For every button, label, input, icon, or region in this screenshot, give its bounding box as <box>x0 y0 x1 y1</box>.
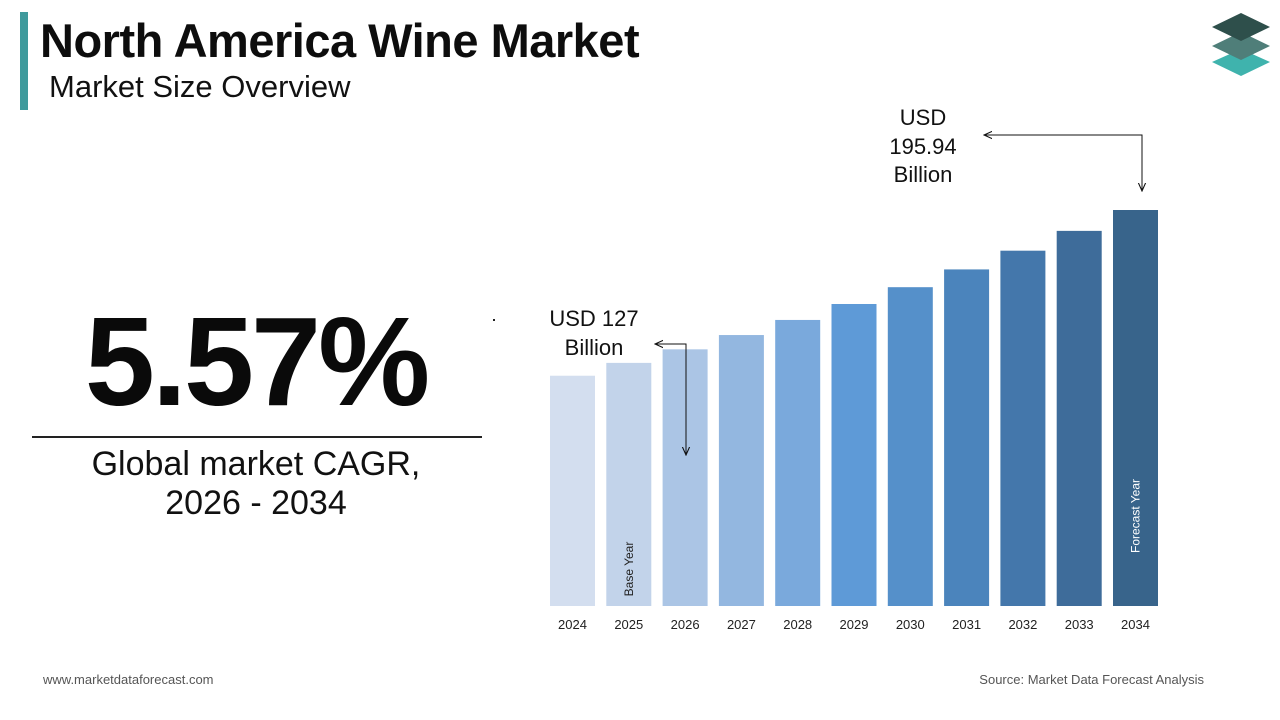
bar-2027 <box>718 335 764 606</box>
callout-start-line1: USD 127 <box>549 306 639 331</box>
bars-layer: 2024 2025 Base Year 2026 2027 2028 2029 2030 203… <box>550 210 1158 632</box>
page-subtitle: Market Size Overview <box>49 69 351 104</box>
bar-2031 <box>944 269 990 606</box>
cagr-divider <box>32 436 482 438</box>
bar-annotation-2034: Forecast Year <box>1129 479 1143 553</box>
callout-end-line1: USD <box>899 105 947 130</box>
bar-2026 <box>662 349 708 606</box>
callout-start-arrow <box>655 344 686 455</box>
cagr-label-line1: Global market CAGR, <box>91 445 421 483</box>
x-tick-label-2028: 2028 <box>783 617 812 632</box>
x-tick-label-2033: 2033 <box>1065 617 1094 632</box>
bar-2033 <box>1056 230 1102 607</box>
x-tick-label-2031: 2031 <box>952 617 981 632</box>
callout-end-line2: 195.94 <box>889 133 957 159</box>
cagr-label: Global market CAGR, 2026 - 2034 <box>30 445 482 523</box>
page-title: North America Wine Market <box>40 14 640 67</box>
x-tick-label-2032: 2032 <box>1008 617 1037 632</box>
bar-2028 <box>775 319 821 606</box>
x-tick-label-2027: 2027 <box>727 617 756 632</box>
x-tick-label-2030: 2030 <box>896 617 925 632</box>
footer-website: www.marketdataforecast.com <box>43 672 214 687</box>
title-accent-bar <box>20 12 28 110</box>
bar-annotation-2025: Base Year <box>622 542 636 597</box>
footer-source: Source: Market Data Forecast Analysis <box>979 672 1204 687</box>
x-tick-label-2024: 2024 <box>558 617 587 632</box>
bar-2024 <box>550 375 595 606</box>
x-tick-label-2026: 2026 <box>671 617 700 632</box>
callout-start-value: USD 127 Billion <box>534 305 654 362</box>
bar-2025 <box>606 362 652 606</box>
x-tick-label-2029: 2029 <box>840 617 869 632</box>
bar-2029 <box>831 303 877 606</box>
cagr-value: 5.57% <box>84 291 430 432</box>
bar-2032 <box>1000 250 1046 606</box>
bar-2034 <box>1113 210 1158 606</box>
x-tick-label-2025: 2025 <box>614 617 643 632</box>
callout-end-line3: Billion <box>893 162 953 188</box>
stacked-layers-logo-icon <box>1206 10 1276 82</box>
cagr-label-line2: 2026 - 2034 <box>165 484 347 523</box>
bar-2030 <box>887 287 933 606</box>
callout-start-line2: Billion <box>564 334 624 360</box>
callout-arrows <box>655 135 1142 455</box>
callout-end-arrow <box>984 135 1142 191</box>
x-tick-label-2034: 2034 <box>1121 617 1150 632</box>
decorative-dot <box>493 319 495 321</box>
callout-end-value: USD 195.94 Billion <box>868 104 978 190</box>
